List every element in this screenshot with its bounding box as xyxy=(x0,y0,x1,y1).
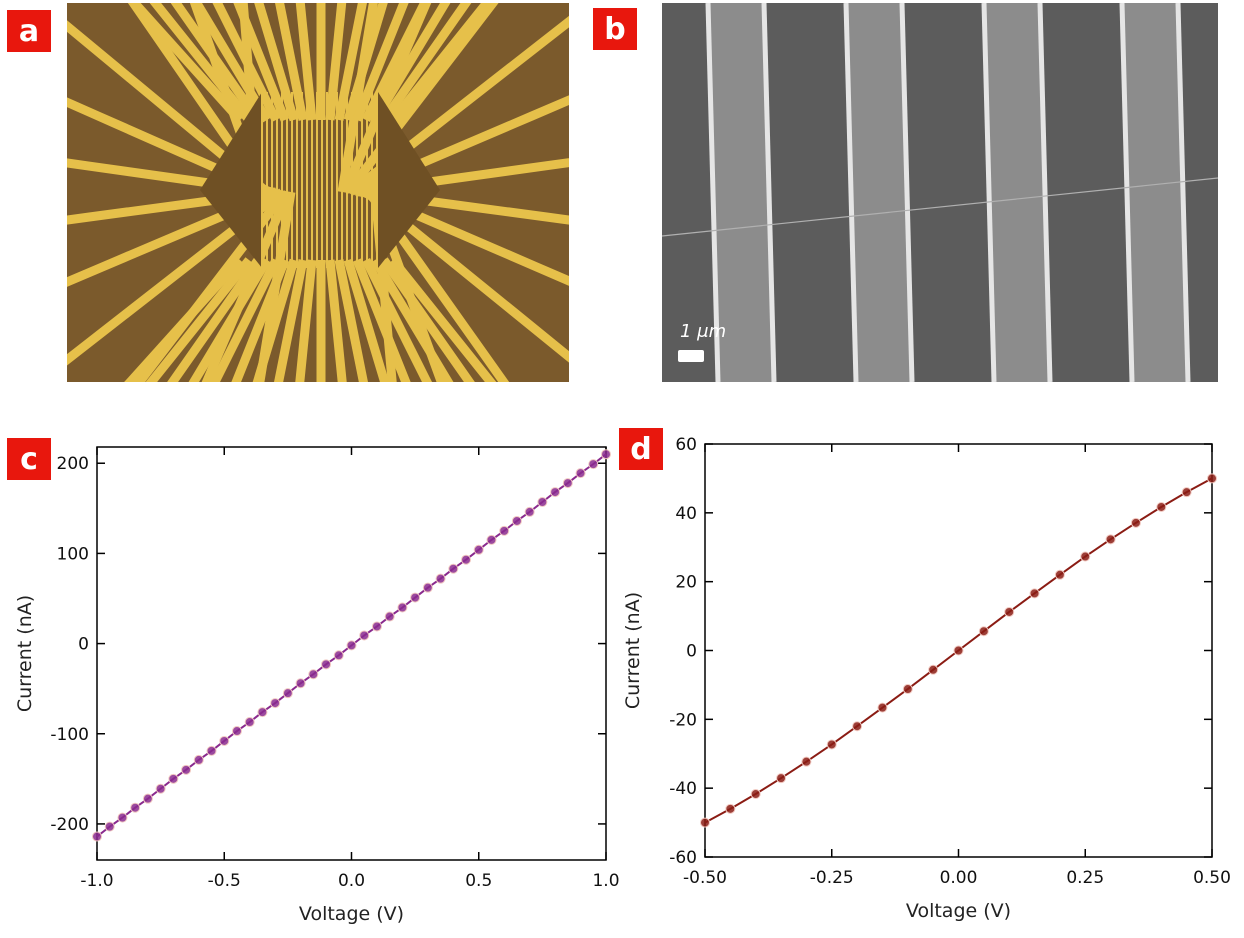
y-tick-label: 40 xyxy=(675,504,697,524)
data-point xyxy=(500,526,509,535)
data-point xyxy=(385,612,394,621)
panel-label: b xyxy=(604,12,625,47)
scale-bar xyxy=(678,350,704,362)
data-point xyxy=(131,803,140,812)
data-point xyxy=(777,774,786,783)
y-tick-label: -20 xyxy=(669,710,697,730)
data-point xyxy=(563,479,572,488)
y-tick-label: -200 xyxy=(50,815,89,835)
x-tick-label: -0.5 xyxy=(208,871,241,891)
y-axis-title: Current (nA) xyxy=(622,592,644,709)
data-point xyxy=(551,488,560,497)
data-point xyxy=(169,774,178,783)
y-tick-label: -60 xyxy=(669,848,697,868)
x-tick-label: 0.0 xyxy=(338,871,365,891)
sem-image-b xyxy=(662,3,1218,382)
data-point xyxy=(602,450,611,459)
data-point xyxy=(143,794,152,803)
data-point xyxy=(322,660,331,669)
data-point xyxy=(525,507,534,516)
data-point xyxy=(283,689,292,698)
data-point xyxy=(954,646,963,655)
data-point xyxy=(423,583,432,592)
data-point xyxy=(853,722,862,731)
x-tick-label: 0.50 xyxy=(1193,868,1231,888)
data-point xyxy=(309,670,318,679)
x-tick-label: -0.25 xyxy=(810,868,854,888)
data-point xyxy=(1131,518,1140,527)
x-axis-title: Voltage (V) xyxy=(299,903,404,925)
data-point xyxy=(182,765,191,774)
data-point xyxy=(232,727,241,736)
x-tick-label: 1.0 xyxy=(592,871,619,891)
data-point xyxy=(245,718,254,727)
data-point xyxy=(220,736,229,745)
data-point xyxy=(726,804,735,813)
data-point xyxy=(449,564,458,573)
data-point xyxy=(538,498,547,507)
data-point xyxy=(929,665,938,674)
y-tick-label: 200 xyxy=(57,454,89,474)
y-tick-label: 0 xyxy=(686,642,697,662)
y-tick-label: -100 xyxy=(50,725,89,745)
x-tick-label: 0.00 xyxy=(940,868,978,888)
data-point xyxy=(576,469,585,478)
data-point xyxy=(1030,589,1039,598)
panel-label: d xyxy=(630,432,651,467)
data-point xyxy=(903,685,912,694)
y-tick-label: 100 xyxy=(57,544,89,564)
data-point xyxy=(105,822,114,831)
panel-label: c xyxy=(20,442,38,477)
x-tick-label: -1.0 xyxy=(80,871,113,891)
data-point xyxy=(751,790,760,799)
data-point xyxy=(271,699,280,708)
data-point xyxy=(512,516,521,525)
data-point xyxy=(411,593,420,602)
data-point xyxy=(207,746,216,755)
data-point xyxy=(296,679,305,688)
data-point xyxy=(258,708,267,717)
data-point xyxy=(194,755,203,764)
data-point xyxy=(979,627,988,636)
y-tick-label: 20 xyxy=(675,573,697,593)
x-tick-label: -0.50 xyxy=(683,868,727,888)
data-point xyxy=(1157,502,1166,511)
data-point xyxy=(827,740,836,749)
data-point xyxy=(1005,607,1014,616)
data-point xyxy=(398,603,407,612)
data-point xyxy=(1208,474,1217,483)
data-point xyxy=(1081,552,1090,561)
data-point xyxy=(1182,488,1191,497)
y-tick-label: -40 xyxy=(669,779,697,799)
figure: 1 μm a b c d -1.0-0.50.00.51.0-200-10001… xyxy=(0,0,1244,934)
data-point xyxy=(1106,535,1115,544)
data-point xyxy=(118,813,127,822)
y-axis-title: Current (nA) xyxy=(14,595,36,712)
data-point xyxy=(372,622,381,631)
data-point xyxy=(462,555,471,564)
data-point xyxy=(334,651,343,660)
y-tick-label: 0 xyxy=(78,635,89,655)
micrograph-a xyxy=(0,0,735,601)
data-point xyxy=(1055,570,1064,579)
data-point xyxy=(701,818,710,827)
data-point xyxy=(436,574,445,583)
data-point xyxy=(474,545,483,554)
data-point xyxy=(156,784,165,793)
data-point xyxy=(487,535,496,544)
panel-label: a xyxy=(19,14,39,49)
data-point xyxy=(360,631,369,640)
data-point xyxy=(589,460,598,469)
x-tick-label: 0.25 xyxy=(1066,868,1104,888)
data-point xyxy=(878,703,887,712)
x-axis-title: Voltage (V) xyxy=(906,900,1011,922)
y-tick-label: 60 xyxy=(675,435,697,455)
scale-bar-label: 1 μm xyxy=(680,321,726,342)
data-point xyxy=(93,832,102,841)
x-tick-label: 0.5 xyxy=(465,871,492,891)
data-point xyxy=(347,641,356,650)
data-point xyxy=(802,757,811,766)
